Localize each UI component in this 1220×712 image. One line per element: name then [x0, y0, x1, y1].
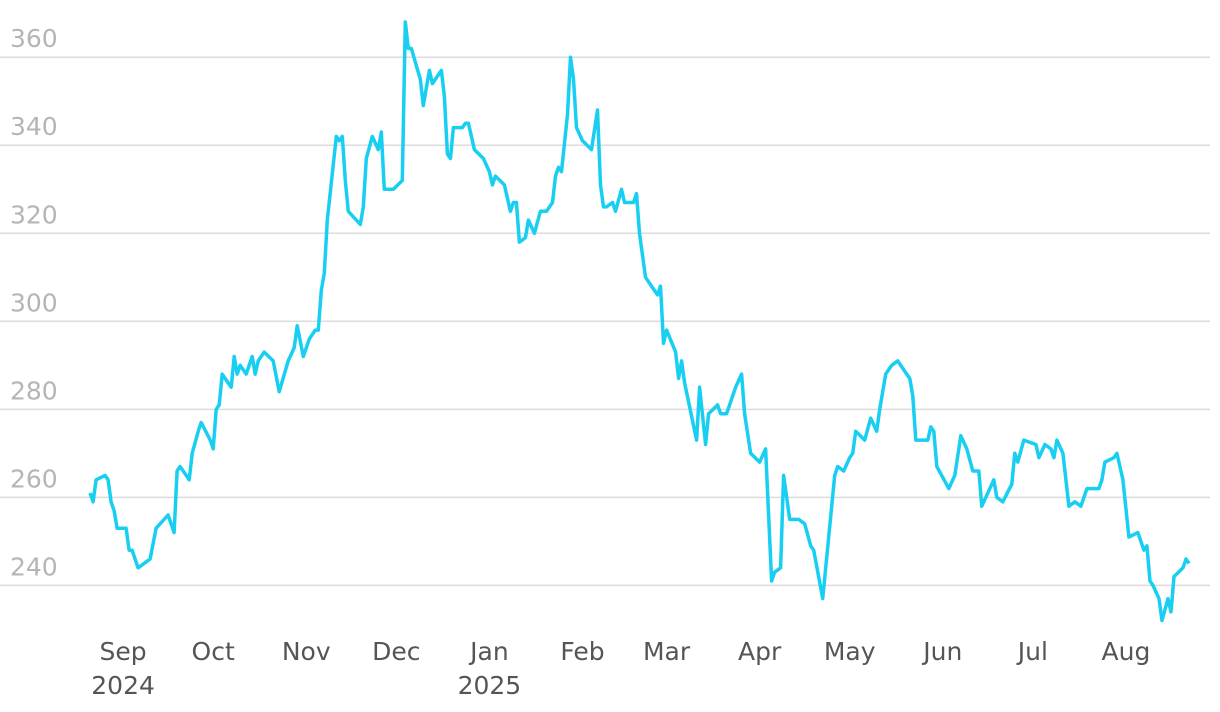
x-tick-label: Nov	[282, 637, 331, 666]
x-tick-label: Jul	[1016, 637, 1048, 666]
y-tick-label: 360	[10, 24, 58, 53]
x-tick-label: Dec	[372, 637, 420, 666]
y-tick-label: 320	[10, 200, 58, 229]
x-tick-label: May	[824, 637, 876, 666]
x-tick-label: Mar	[643, 637, 691, 666]
x-tick-label: Apr	[738, 637, 782, 666]
y-tick-label: 300	[10, 288, 58, 317]
x-year-label: 2025	[458, 671, 522, 700]
x-tick-label: Feb	[560, 637, 604, 666]
y-tick-label: 240	[10, 552, 58, 581]
x-tick-label: Sep	[100, 637, 147, 666]
y-tick-label: 280	[10, 376, 58, 405]
x-year-label: 2024	[91, 671, 155, 700]
x-tick-label: Oct	[192, 637, 235, 666]
x-tick-label: Jan	[468, 637, 509, 666]
y-tick-label: 260	[10, 464, 58, 493]
y-tick-label: 340	[10, 112, 58, 141]
line	[88, 20, 1191, 623]
x-tick-label: Aug	[1102, 637, 1151, 666]
x-tick-label: Jun	[921, 637, 962, 666]
